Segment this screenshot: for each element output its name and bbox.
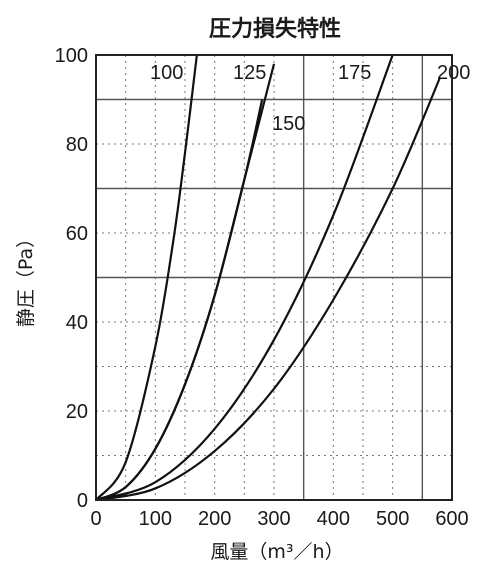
grid xyxy=(96,55,452,500)
curve-labels: 100 125 150 175 200 xyxy=(150,62,470,135)
x-axis-label: 風量（m³／h） xyxy=(210,541,343,563)
y-tick-label: 60 xyxy=(66,223,88,245)
plot-frame xyxy=(95,54,453,501)
chart-title: 圧力損失特性 xyxy=(209,16,341,42)
x-tick-label: 100 xyxy=(139,508,172,530)
y-tick-label: 40 xyxy=(66,312,88,334)
series-label-200: 200 xyxy=(437,62,470,84)
x-tick-label: 0 xyxy=(90,508,101,530)
x-tick-label: 400 xyxy=(317,508,350,530)
series-line-100 xyxy=(95,54,198,501)
x-tick-label: 300 xyxy=(257,508,290,530)
series-line-150 xyxy=(95,99,264,502)
x-tick-label: 600 xyxy=(435,508,468,530)
curves xyxy=(95,54,442,502)
y-axis-label: 静圧（Pa） xyxy=(15,229,37,327)
y-tick-label: 20 xyxy=(66,401,88,423)
x-tick-label: 200 xyxy=(198,508,231,530)
x-tick-label: 500 xyxy=(376,508,409,530)
y-tick-label: 100 xyxy=(55,45,88,67)
series-line-175 xyxy=(95,54,394,502)
series-label-125: 125 xyxy=(233,62,266,84)
y-tick-label: 80 xyxy=(66,134,88,156)
series-label-150: 150 xyxy=(272,113,305,135)
series-label-100: 100 xyxy=(150,62,183,84)
y-tick-label: 0 xyxy=(77,490,88,512)
series-label-175: 175 xyxy=(338,62,371,84)
tick-labels: 0 100 200 300 400 500 600 0 20 40 60 80 100 xyxy=(55,45,469,530)
series-line-200 xyxy=(95,76,442,502)
